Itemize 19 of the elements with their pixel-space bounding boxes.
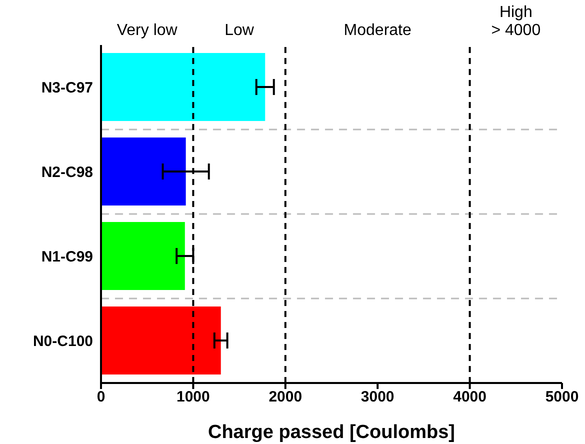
y-tick-label: N2-C98 <box>41 164 93 182</box>
y-tick-label: N1-C99 <box>41 248 93 266</box>
bar <box>101 53 266 121</box>
x-tick-label: 2000 <box>268 388 302 406</box>
text: Low <box>224 22 254 39</box>
bar <box>101 138 186 206</box>
x-tick-label: 4000 <box>453 388 486 406</box>
x-tick-label: 1000 <box>176 388 210 406</box>
x-axis-title: Charge passed [Coulombs] <box>208 422 456 443</box>
bar <box>101 222 185 290</box>
text: High > 4000 <box>491 4 541 39</box>
x-tick-label: 5000 <box>545 388 579 406</box>
bar <box>101 306 221 374</box>
x-tick-label: 3000 <box>360 388 394 406</box>
text: Very low <box>116 22 178 39</box>
text: Moderate <box>344 22 412 39</box>
x-tick-label: 0 <box>96 388 106 406</box>
y-tick-label: N3-C97 <box>41 80 93 97</box>
y-tick-label: N0-C100 <box>32 333 93 350</box>
